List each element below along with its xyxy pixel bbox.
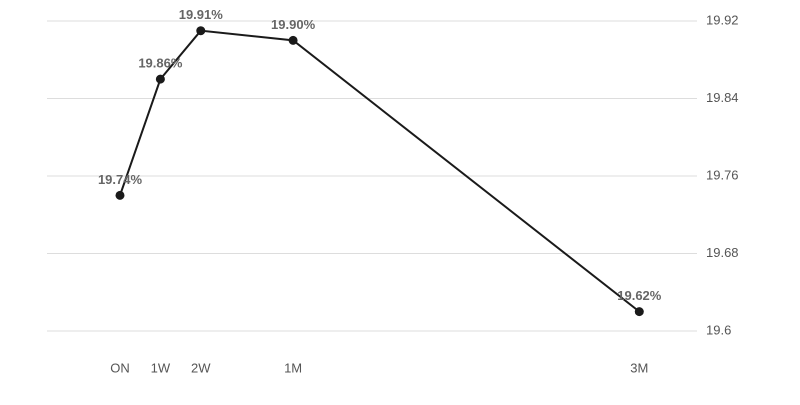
y-tick-label: 19.76 — [706, 167, 739, 182]
x-tick-label: 2W — [191, 360, 211, 375]
value-label: 19.86% — [138, 56, 183, 71]
data-point — [288, 35, 298, 45]
series-line — [119, 29, 640, 313]
y-tick-label: 19.6 — [706, 322, 731, 337]
value-label: 19.91% — [179, 7, 224, 22]
data-point — [196, 26, 206, 36]
value-label: 19.62% — [617, 288, 662, 303]
y-tick-label: 19.68 — [706, 245, 739, 260]
x-tick-label: ON — [110, 360, 130, 375]
data-point — [634, 307, 644, 317]
x-tick-label: 1W — [151, 360, 171, 375]
data-point — [115, 190, 125, 200]
y-tick-label: 19.84 — [706, 90, 739, 105]
x-tick-label: 1M — [284, 360, 302, 375]
y-tick-label: 19.92 — [706, 12, 739, 27]
x-tick-label: 3M — [630, 360, 648, 375]
data-point — [155, 74, 165, 84]
value-label: 19.74% — [98, 172, 143, 187]
value-label: 19.90% — [271, 17, 316, 32]
